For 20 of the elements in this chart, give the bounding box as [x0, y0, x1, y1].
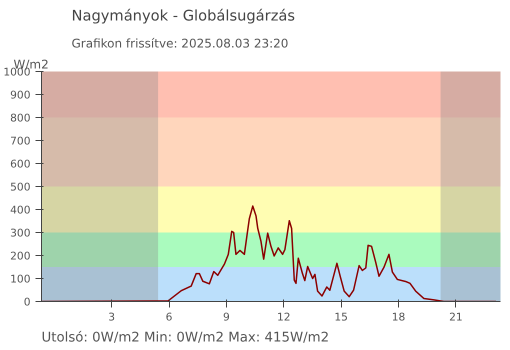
x-tick-label: 9: [222, 310, 230, 324]
y-tick-label: 400: [10, 204, 31, 216]
y-tick-label: 100: [10, 272, 31, 286]
y-tick-label: 800: [10, 112, 31, 124]
y-tick-label: 300: [10, 226, 31, 240]
x-tick-label: 12: [276, 310, 291, 324]
y-tick-label: 900: [10, 88, 31, 102]
y-tick-label: 0: [24, 296, 31, 308]
y-tick-label: 700: [10, 134, 31, 148]
text: Utolsó: 0W/m2 Min: 0W/m2 Max: 415W/m2: [42, 330, 330, 346]
x-tick-label: 18: [392, 310, 406, 324]
y-tick-label: 600: [10, 158, 31, 170]
x-tick-label: 21: [449, 310, 463, 324]
chart-title: Nagymányok - Globálsugárzás: [72, 8, 296, 24]
x-tick-label: 3: [108, 310, 116, 324]
y-tick-label: 500: [10, 180, 31, 194]
chart-subtitle: Grafikon frissítve: 2025.08.03 23:20: [72, 36, 288, 50]
x-tick-label: 15: [334, 310, 348, 324]
y-tick-label: 200: [10, 250, 31, 262]
x-tick-label: 6: [166, 310, 173, 324]
